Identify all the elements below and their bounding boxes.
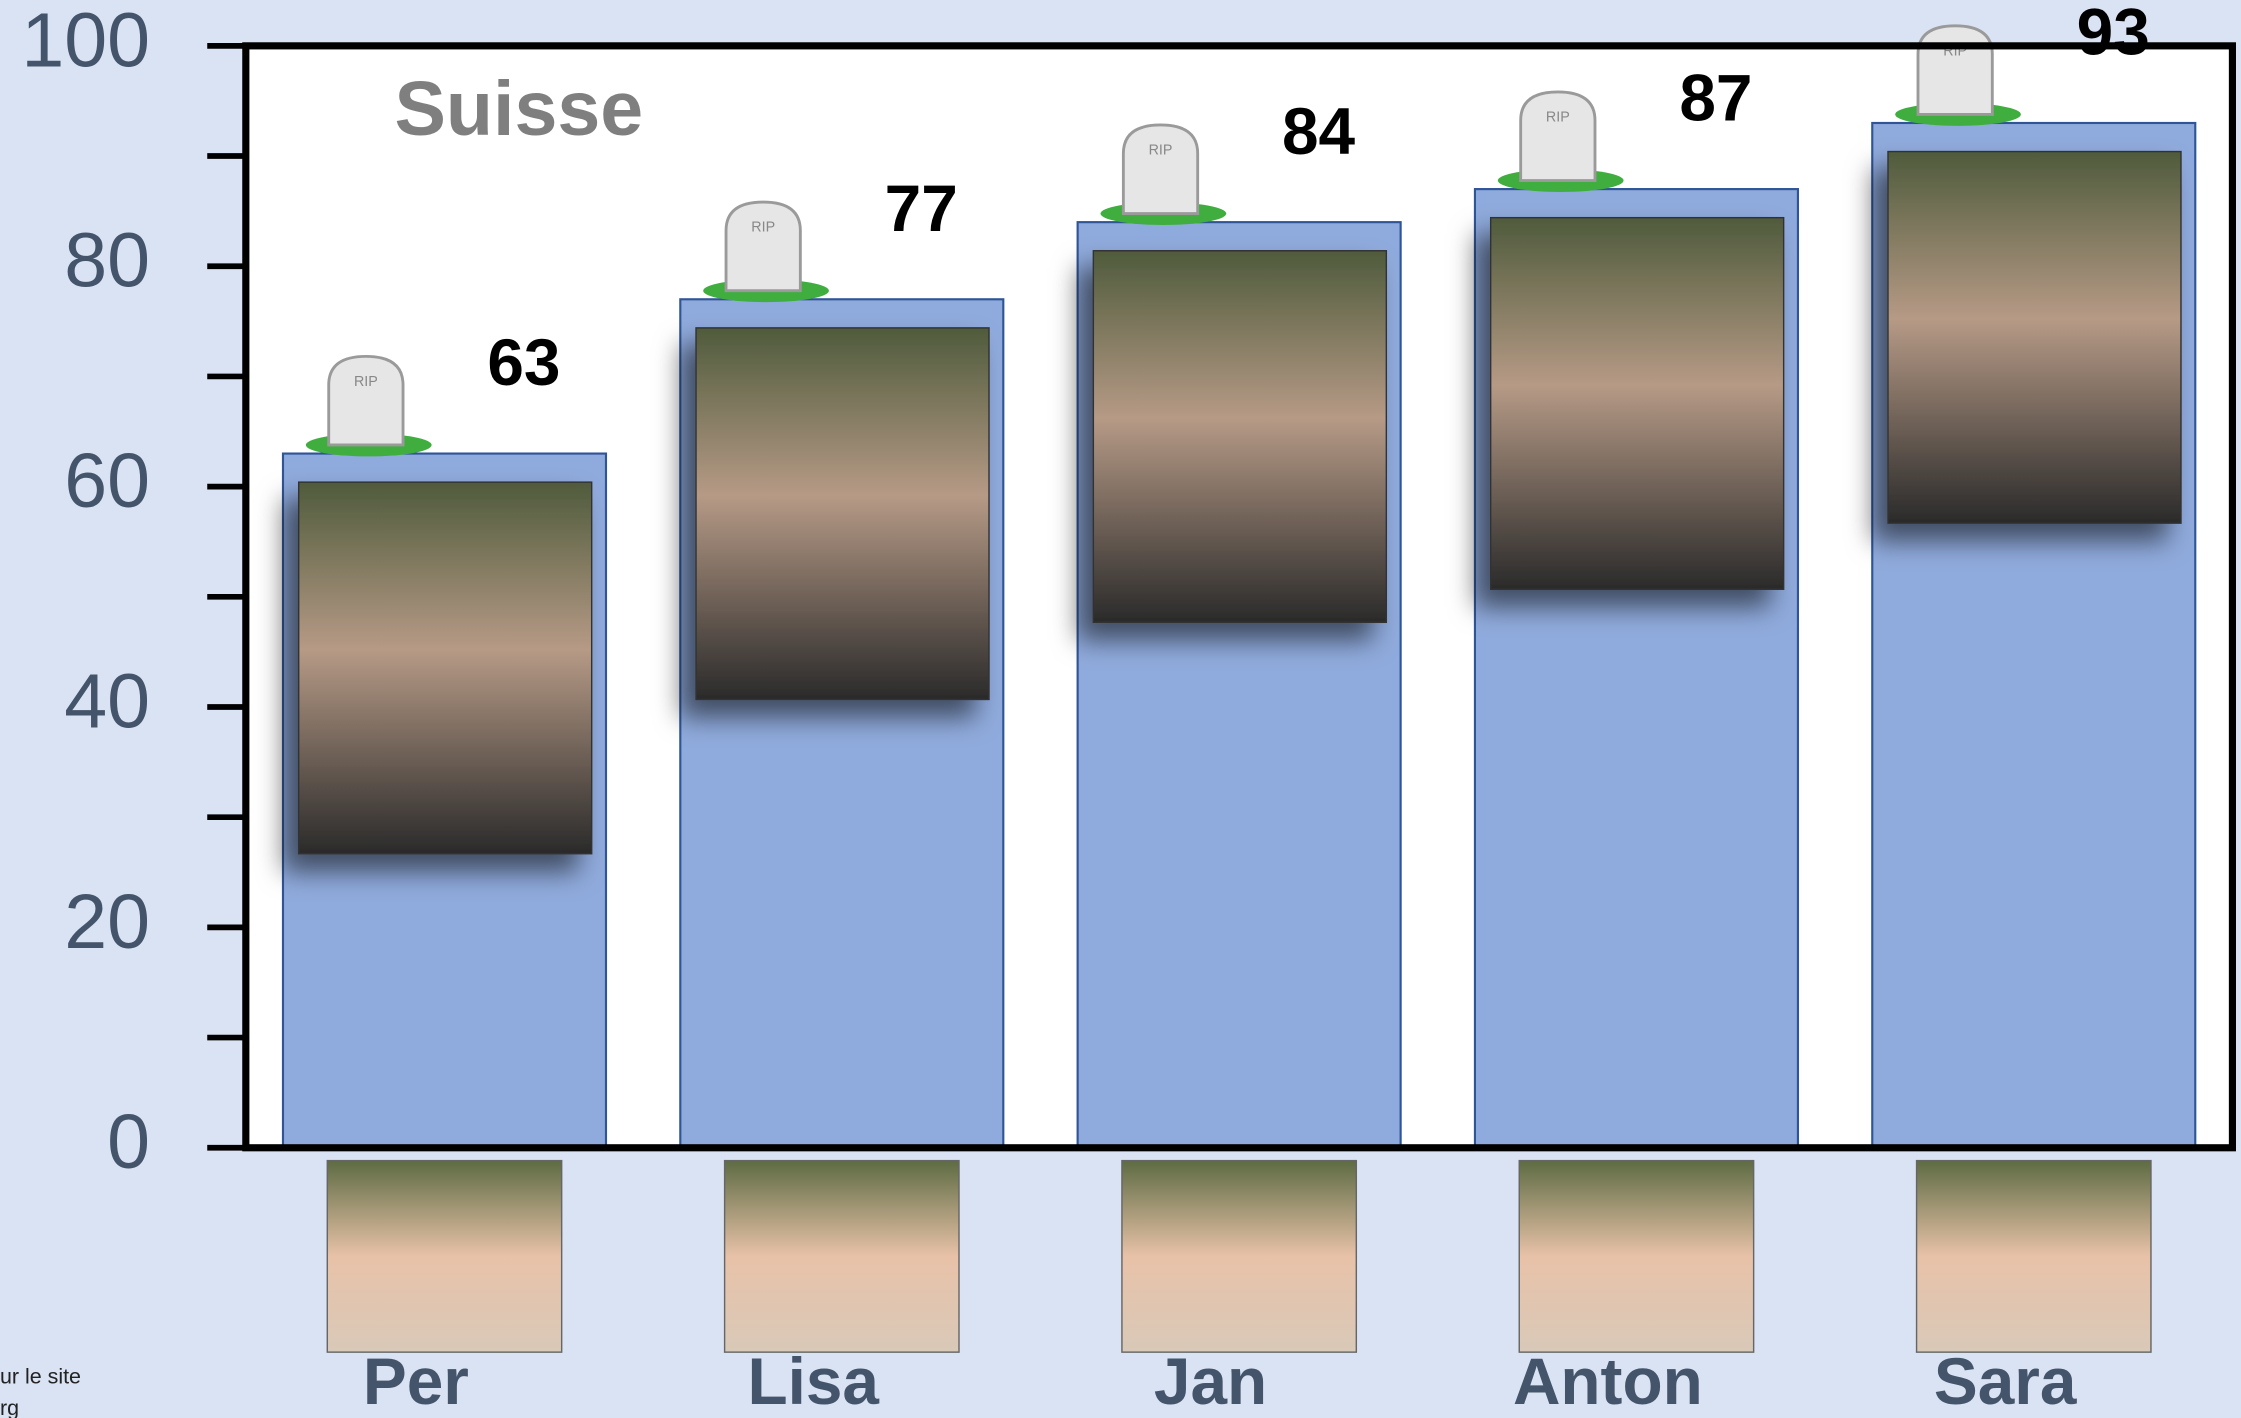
value-label: 63 [487,325,560,399]
tombstone [1123,125,1197,214]
baby-photo [1519,1161,1753,1353]
y-tick-label: 0 [107,1099,150,1185]
note: rg [0,1396,19,1418]
tombstone [726,202,800,291]
tombstone [329,356,403,445]
baby-photo [327,1161,561,1353]
x-tick-label: Sara [1934,1344,2077,1418]
tombstone [1918,26,1992,115]
y-tick-label: 60 [64,438,150,524]
y-tick-label: 80 [64,218,150,304]
x-tick-label: Lisa [747,1344,879,1418]
note: ur le site [0,1365,81,1389]
y-tick-label: 40 [64,658,150,744]
value-label: 93 [2077,0,2150,69]
value-label: 77 [885,171,958,245]
rip: RIP [1149,142,1173,158]
rip: RIP [751,220,775,236]
portrait [1491,218,1784,590]
baby-photo [725,1161,959,1353]
tombstone [1521,92,1595,181]
x-tick-label: Jan [1154,1344,1267,1418]
portrait [1093,251,1386,623]
y-tick-label: 100 [21,0,150,83]
portrait [299,482,592,854]
x-tick-label: Anton [1513,1344,1703,1418]
portrait [1888,152,2181,524]
portrait [696,328,989,700]
value-label: 87 [1679,61,1752,135]
y-tick-label: 20 [64,879,150,965]
chart: RIP63RIP77RIP84RIP87RIP93 Suisse ur le s… [0,0,2241,1418]
value-label: 84 [1282,94,1356,168]
baby-photo [1917,1161,2151,1353]
rip: RIP [354,374,378,390]
baby-photo [1122,1161,1356,1353]
x-tick-label: Per [363,1344,469,1418]
rip: RIP [1546,109,1570,125]
chart-title: Suisse [394,66,643,152]
